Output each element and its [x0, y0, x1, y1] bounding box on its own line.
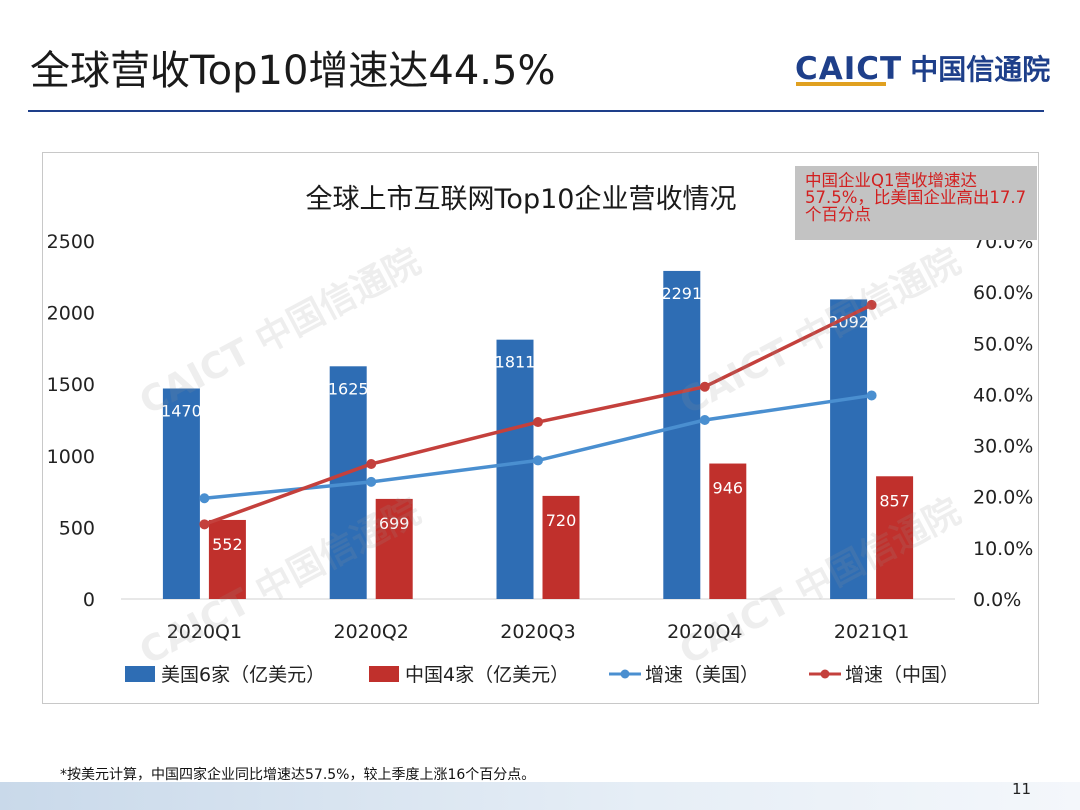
bar [830, 299, 868, 599]
bar-value-label: 699 [379, 514, 410, 533]
bar-value-label: 2291 [661, 284, 702, 303]
line-point [533, 417, 543, 428]
bar [663, 270, 701, 599]
line-point [366, 458, 377, 469]
bar [208, 519, 246, 599]
y-left-tick-label: 2000 [47, 303, 95, 325]
bar [496, 339, 534, 599]
x-tick-label: 2020Q4 [667, 621, 742, 643]
y-left-tick-label: 1000 [47, 446, 95, 468]
x-tick-label: 2020Q3 [500, 621, 575, 643]
line-point [866, 390, 877, 401]
bar-value-label: 1470 [161, 401, 202, 420]
chart-title: 全球上市互联网Top10企业营收情况 [306, 184, 737, 215]
y-right-tick-label: 60.0% [973, 282, 1033, 304]
bar-value-label: 2092 [828, 312, 869, 331]
line-point [699, 415, 710, 425]
callout-note: 中国企业Q1营收增速达57.5%，比美国企业高出17.7个百分点 [795, 166, 1037, 240]
bar-value-label: 946 [713, 479, 744, 498]
x-tick-label: 2020Q2 [333, 621, 408, 643]
bar-value-label: 857 [879, 491, 910, 510]
line-point [366, 476, 377, 487]
x-tick-label: 2020Q1 [167, 621, 242, 643]
logo-text: 中国信通院 [910, 53, 1051, 86]
y-left-tick-label: 2500 [47, 231, 95, 253]
line-point [533, 455, 543, 466]
chart-panel: 全球上市互联网Top10企业营收情况 0 500 1000 1500 2000 2500 0.… [42, 152, 1039, 704]
bar [375, 498, 413, 599]
bar-value-label: 1811 [495, 353, 536, 372]
line-point [866, 299, 877, 310]
caict-logo: CAICT 中国信通院 [795, 48, 1050, 88]
footer-band [0, 782, 1080, 810]
bar-value-label: 1625 [328, 379, 369, 398]
x-tick-label: 2021Q1 [834, 621, 909, 643]
legend-label: 美国6家（亿美元） [161, 664, 325, 686]
bar-value-label: 552 [212, 535, 243, 554]
y-left-tick-label: 1500 [47, 374, 95, 396]
page-number: 11 [1012, 780, 1032, 798]
series-line [204, 393, 872, 500]
line-point [699, 381, 710, 392]
footnote: *按美元计算，中国四家企业同比增速达57.5%，较上季度上涨16个百分点。 [60, 767, 536, 783]
bar [709, 463, 747, 599]
bar [876, 476, 914, 599]
y-left-tick-label: 500 [59, 517, 95, 539]
y-right-tick-label: 30.0% [973, 436, 1033, 458]
line-point [199, 519, 210, 530]
bar-value-label: 720 [546, 511, 577, 530]
legend-label: 中国4家（亿美元） [405, 664, 569, 686]
slide-title: 全球营收Top10增速达44.5% [30, 48, 556, 94]
y-right-tick-label: 40.0% [973, 384, 1033, 406]
legend-swatch [125, 666, 155, 682]
y-right-tick-label: 10.0% [973, 538, 1033, 560]
y-right-tick-label: 0.0% [973, 589, 1021, 611]
y-left-tick-label: 0 [83, 589, 95, 611]
logo-accent-bar [796, 82, 886, 86]
line-point [199, 493, 210, 504]
y-right-tick-label: 20.0% [973, 487, 1033, 509]
legend-label: 增速（美国） [645, 664, 759, 686]
title-divider [28, 110, 1044, 112]
legend-swatch [369, 666, 399, 682]
legend-swatch [620, 669, 630, 679]
legend-label: 增速（中国） [845, 664, 959, 686]
chart: 全球上市互联网Top10企业营收情况 0 500 1000 1500 2000 2500 0.… [47, 184, 1034, 686]
logo-mark: CAICT [795, 51, 903, 87]
bar [542, 495, 580, 599]
bar [162, 388, 200, 599]
series-line [203, 303, 873, 526]
legend-swatch [820, 669, 830, 679]
y-right-tick-label: 50.0% [973, 333, 1033, 355]
